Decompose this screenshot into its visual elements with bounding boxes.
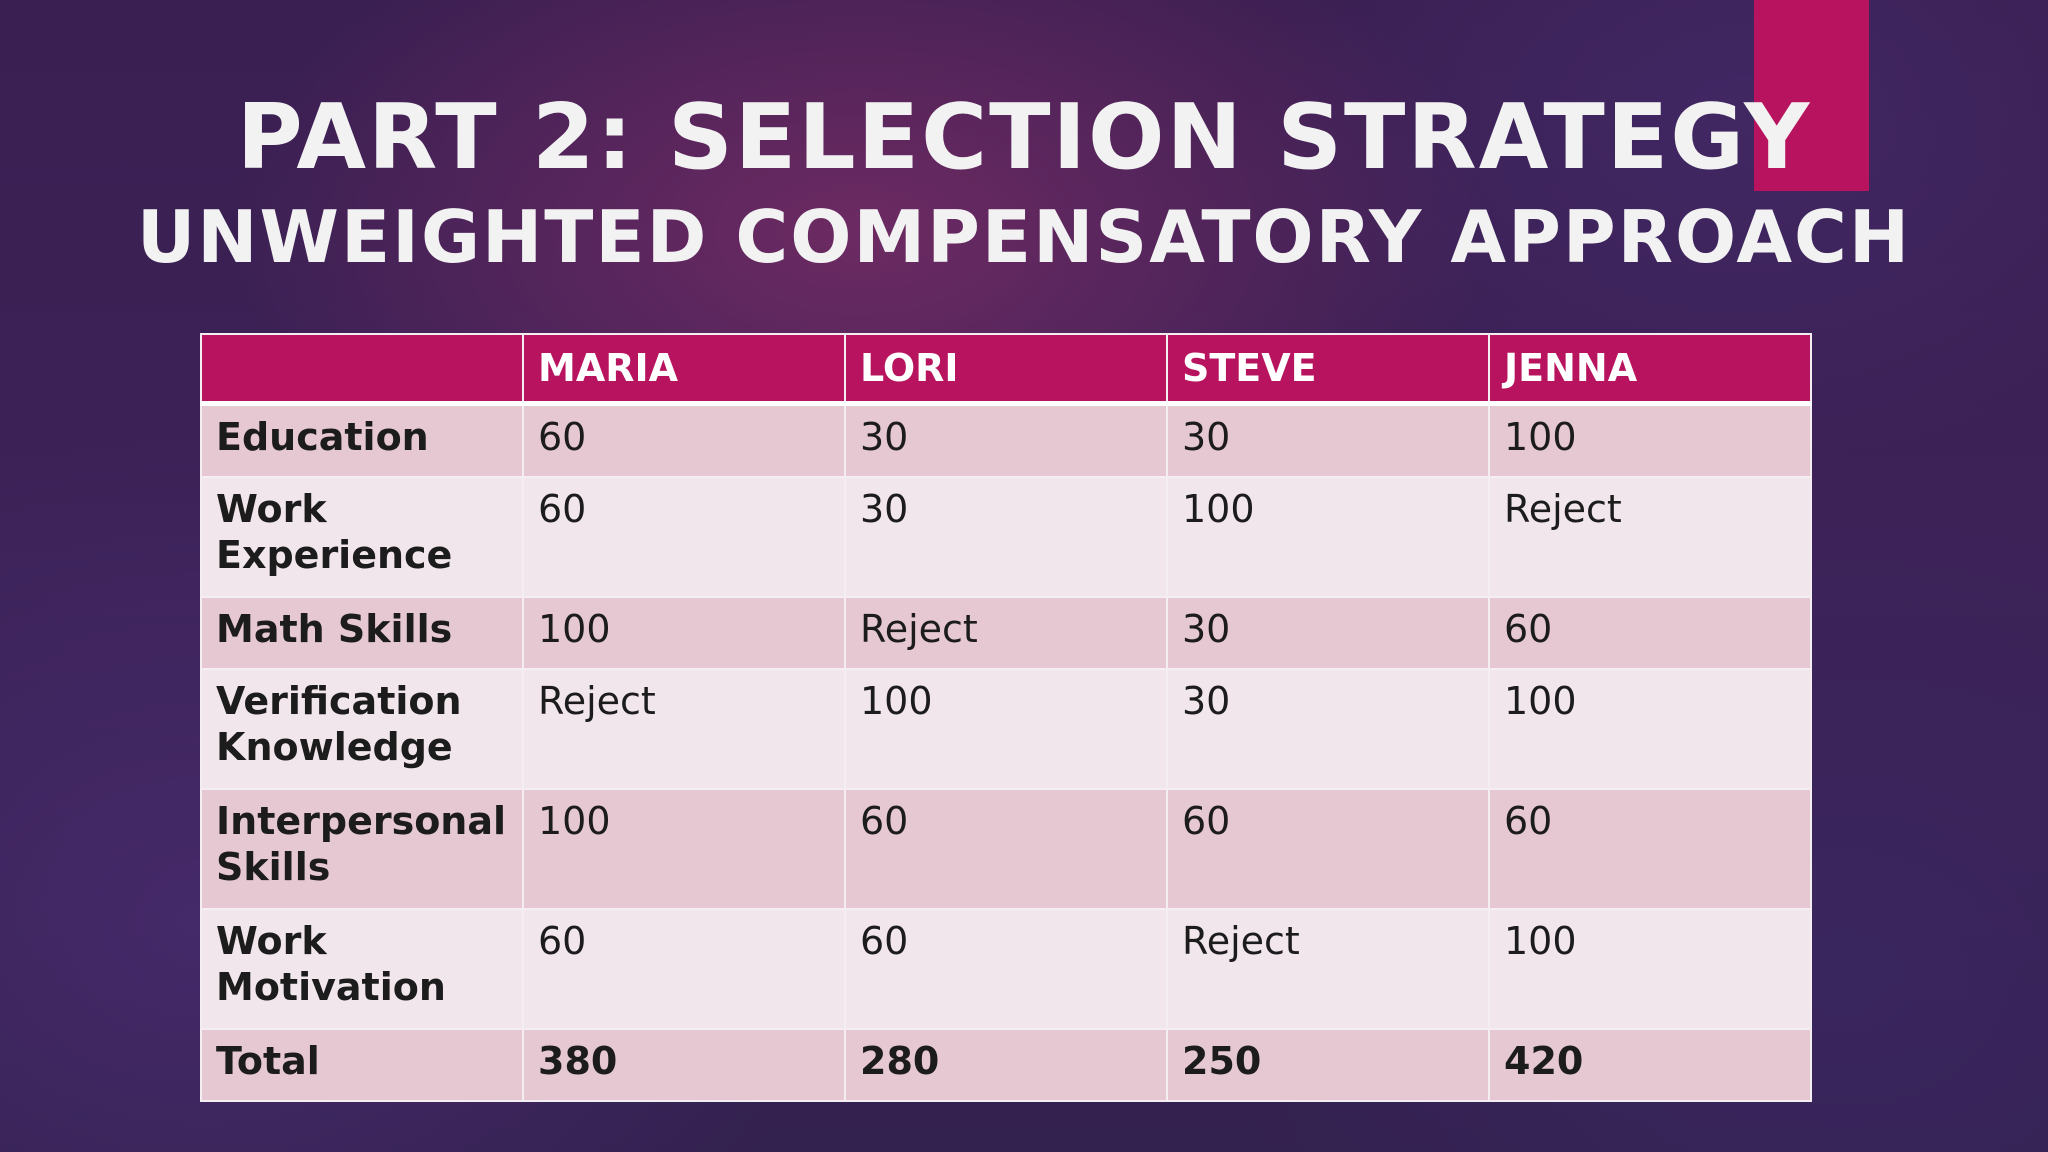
header-cell-empty — [200, 333, 524, 406]
table-row: Work Experience 60 30 100 Reject — [200, 476, 1812, 598]
row-label: Verification Knowledge — [200, 668, 524, 790]
slide-subtitle: UNWEIGHTED COMPENSATORY APPROACH — [136, 195, 1912, 279]
table-cell: 60 — [522, 908, 846, 1030]
table-cell: 30 — [1166, 596, 1490, 670]
header-cell-maria: MARIA — [522, 333, 846, 406]
row-label: Interpersonal Skills — [200, 788, 524, 910]
table-cell: 60 — [1488, 788, 1812, 910]
table-total-row: Total 380 280 250 420 — [200, 1028, 1812, 1102]
table-cell: 30 — [844, 476, 1168, 598]
table-cell: 60 — [1166, 788, 1490, 910]
total-cell: 380 — [522, 1028, 846, 1102]
total-cell: 280 — [844, 1028, 1168, 1102]
total-cell-highlight: 420 — [1488, 1028, 1812, 1102]
table-cell: 100 — [1166, 476, 1490, 598]
table-cell: Reject — [844, 596, 1168, 670]
row-label: Education — [200, 402, 524, 478]
table-row: Education 60 30 30 100 — [200, 402, 1812, 478]
accent-bar — [1754, 0, 1869, 191]
table-cell: 100 — [522, 788, 846, 910]
scores-table: MARIA LORI STEVE JENNA Education 60 30 3… — [200, 333, 1812, 1102]
table-cell: Reject — [1488, 476, 1812, 598]
header-cell-lori: LORI — [844, 333, 1168, 406]
table-cell: 100 — [844, 668, 1168, 790]
row-label: Work Motivation — [200, 908, 524, 1030]
slide-title: PART 2: SELECTION STRATEGY — [236, 85, 1812, 190]
table-header-row: MARIA LORI STEVE JENNA — [200, 333, 1812, 406]
table-cell: Reject — [522, 668, 846, 790]
total-cell: 250 — [1166, 1028, 1490, 1102]
table-cell: Reject — [1166, 908, 1490, 1030]
table-row: Math Skills 100 Reject 30 60 — [200, 596, 1812, 670]
table-cell: 100 — [522, 596, 846, 670]
table-cell: 30 — [844, 402, 1168, 478]
table-cell: 60 — [844, 908, 1168, 1030]
table-row: Work Motivation 60 60 Reject 100 — [200, 908, 1812, 1030]
table-row: Interpersonal Skills 100 60 60 60 — [200, 788, 1812, 910]
header-cell-jenna: JENNA — [1488, 333, 1812, 406]
table-cell: 30 — [1166, 402, 1490, 478]
table-cell: 60 — [1488, 596, 1812, 670]
table-cell: 60 — [522, 476, 846, 598]
table-row: Verification Knowledge Reject 100 30 100 — [200, 668, 1812, 790]
table-cell: 100 — [1488, 402, 1812, 478]
table-cell: 100 — [1488, 908, 1812, 1030]
table-cell: 60 — [844, 788, 1168, 910]
header-cell-steve: STEVE — [1166, 333, 1490, 406]
table-cell: 60 — [522, 402, 846, 478]
total-label: Total — [200, 1028, 524, 1102]
table-cell: 100 — [1488, 668, 1812, 790]
row-label: Work Experience — [200, 476, 524, 598]
row-label: Math Skills — [200, 596, 524, 670]
table-cell: 30 — [1166, 668, 1490, 790]
